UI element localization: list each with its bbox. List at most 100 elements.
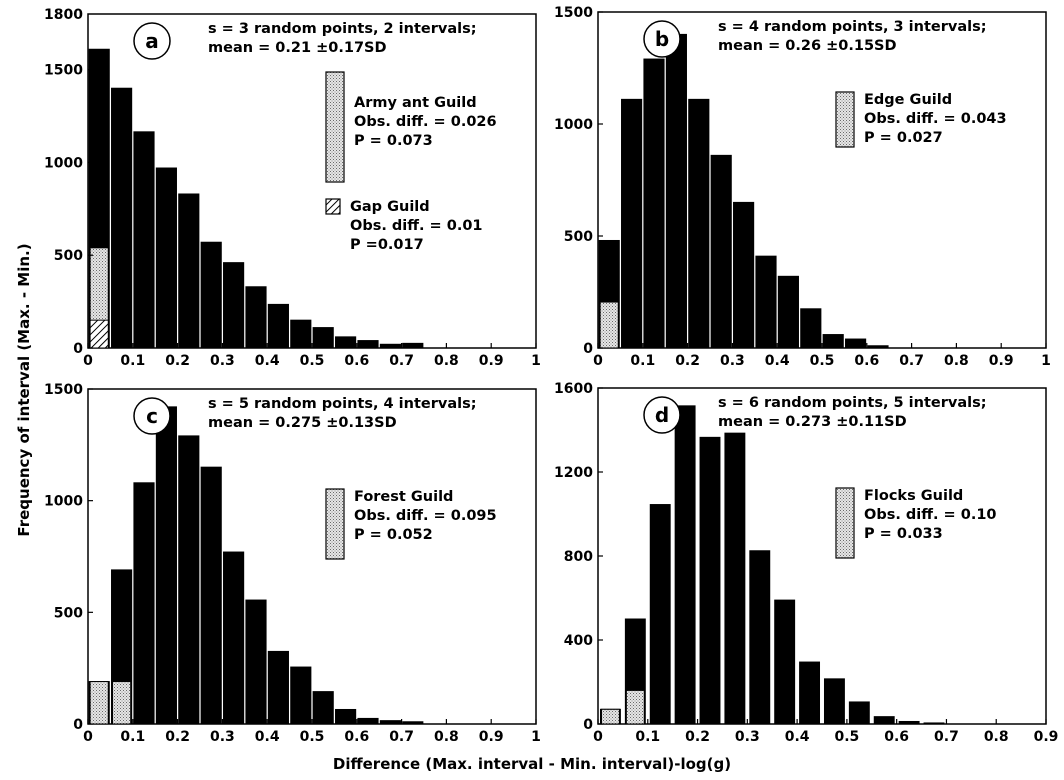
y-tick-label: 1500 xyxy=(554,5,593,21)
y-tick-label: 1000 xyxy=(44,155,83,171)
bar xyxy=(335,708,357,725)
panel-letter: c xyxy=(146,404,158,428)
bar xyxy=(402,342,424,349)
bar xyxy=(133,131,155,349)
y-tick-label: 1000 xyxy=(44,494,83,510)
panel-title-line: mean = 0.26 ±0.15SD xyxy=(718,38,897,54)
bar xyxy=(848,701,870,725)
bar xyxy=(873,716,895,725)
y-tick-label: 0 xyxy=(73,717,83,733)
x-tick-label: 0.1 xyxy=(635,729,660,745)
x-tick-label: 0.1 xyxy=(120,353,145,369)
panel-b: 0 500 1000 1500 0 0.1 0.2 0.3 0.4 0.5 0.6 0.7 0.8 0.9… xyxy=(554,5,1051,369)
bar xyxy=(823,678,845,725)
x-tick-label: 0.8 xyxy=(434,729,459,745)
legend-swatch xyxy=(835,91,855,148)
legend-text: Forest Guild xyxy=(354,489,453,505)
y-tick-label: 0 xyxy=(583,341,593,357)
overlay-bar-hatch xyxy=(89,319,109,349)
y-tick-label: 500 xyxy=(54,605,83,621)
bar xyxy=(621,98,643,349)
x-tick-label: 0.7 xyxy=(389,729,414,745)
bar xyxy=(335,336,357,349)
x-tick-label: 0.4 xyxy=(255,729,280,745)
x-tick-label: 0.3 xyxy=(735,729,760,745)
x-tick-label: 0 xyxy=(593,729,603,745)
y-tick-label: 1500 xyxy=(44,382,83,398)
bar xyxy=(245,599,267,725)
x-tick-label: 0.3 xyxy=(720,353,745,369)
x-tick-label: 0.6 xyxy=(344,729,369,745)
x-tick-label: 0.7 xyxy=(934,729,959,745)
overlay-bar-stipple xyxy=(89,681,109,725)
x-tick-label: 0.4 xyxy=(255,353,280,369)
panel-letter: d xyxy=(655,403,669,427)
panel-letter-circle xyxy=(643,396,681,434)
legend-text: Flocks Guild xyxy=(864,488,963,504)
panel-title-line: mean = 0.275 ±0.13SD xyxy=(208,415,397,431)
x-tick-label: 1 xyxy=(1041,353,1051,369)
x-tick-label: 0.5 xyxy=(300,353,325,369)
legend-text: P = 0.052 xyxy=(354,527,433,543)
y-tick-label: 400 xyxy=(564,633,593,649)
bar xyxy=(649,504,671,725)
x-tick-label: 0.7 xyxy=(899,353,924,369)
x-tick-label: 0.7 xyxy=(389,353,414,369)
legend-text: Army ant Guild xyxy=(354,95,477,111)
x-tick-label: 0.4 xyxy=(765,353,790,369)
bar xyxy=(290,666,312,725)
x-tick-label: 0.1 xyxy=(120,729,145,745)
x-tick-label: 0.5 xyxy=(834,729,859,745)
bar xyxy=(755,255,777,349)
bar xyxy=(867,345,889,349)
y-tick-label: 0 xyxy=(73,341,83,357)
x-tick-label: 0.9 xyxy=(989,353,1014,369)
bar xyxy=(155,406,177,725)
x-tick-label: 0 xyxy=(593,353,603,369)
y-tick-label: 1800 xyxy=(44,7,83,23)
legend-text: Obs. diff. = 0.01 xyxy=(350,218,483,234)
y-tick-label: 1200 xyxy=(554,465,593,481)
panel-title-line: s = 4 random points, 3 intervals; xyxy=(718,19,987,35)
x-tick-label: 0 xyxy=(83,353,93,369)
y-tick-label: 1600 xyxy=(554,381,593,397)
y-tick-label: 1500 xyxy=(44,63,83,79)
panel-title-line: s = 3 random points, 2 intervals; xyxy=(208,21,477,37)
x-tick-label: 0.9 xyxy=(1034,729,1059,745)
bar xyxy=(688,98,710,349)
x-tick-label: 0.8 xyxy=(944,353,969,369)
overlay-bar-stipple xyxy=(625,689,645,725)
bar xyxy=(724,432,746,725)
overlay-bar-stipple xyxy=(599,301,619,349)
bar xyxy=(357,340,379,349)
x-tick-label: 0.9 xyxy=(479,353,504,369)
x-tick-label: 0.2 xyxy=(165,353,190,369)
legend-text: Edge Guild xyxy=(864,92,952,108)
overlay-bar-stipple xyxy=(112,681,132,725)
bar xyxy=(200,466,222,725)
x-tick-label: 0.8 xyxy=(984,729,1009,745)
legend-swatch xyxy=(325,488,345,560)
x-tick-label: 0.5 xyxy=(300,729,325,745)
bar xyxy=(923,722,945,725)
panel-letter: b xyxy=(655,27,669,51)
bar xyxy=(749,550,771,725)
bar xyxy=(733,201,755,349)
bar xyxy=(290,319,312,349)
panel-letter-circle xyxy=(643,20,681,58)
x-tick-label: 0.4 xyxy=(785,729,810,745)
bar xyxy=(267,650,289,725)
bar xyxy=(402,721,424,725)
x-tick-label: 0.9 xyxy=(479,729,504,745)
y-tick-label: 800 xyxy=(564,549,593,565)
x-tick-label: 0.6 xyxy=(884,729,909,745)
bar xyxy=(379,720,401,725)
bar xyxy=(155,167,177,349)
panel-d: 0 400 800 1200 1600 0 0.1 0.2 0.3 0.4 0.5 0.6 0.7 0.8… xyxy=(554,381,1058,745)
bar xyxy=(799,661,821,725)
bar xyxy=(800,308,822,349)
legend-text: Gap Guild xyxy=(350,199,430,215)
bar xyxy=(898,720,920,725)
plot-frame xyxy=(87,13,537,349)
legend-text: Obs. diff. = 0.026 xyxy=(354,114,497,130)
